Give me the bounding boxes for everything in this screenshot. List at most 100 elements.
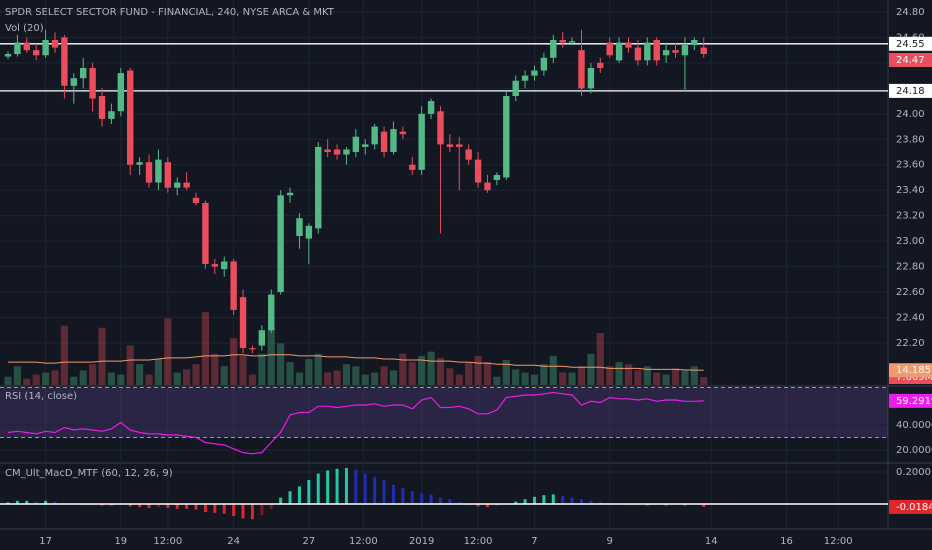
x-tick-label: 2019 xyxy=(409,536,434,547)
candle-body xyxy=(644,42,651,61)
y-tick-label: 23.60 xyxy=(896,160,925,171)
volume-bar xyxy=(474,355,482,385)
volume-bar xyxy=(418,355,426,385)
macd-bar xyxy=(34,501,38,504)
candle-body xyxy=(230,261,237,310)
candle-body xyxy=(155,159,162,183)
volume-bar xyxy=(380,366,388,385)
volume-bar xyxy=(662,374,670,385)
volume-ma-label: 14.185M xyxy=(896,365,932,376)
volume-bar xyxy=(70,376,78,385)
macd-bar xyxy=(288,491,292,504)
macd-bar xyxy=(702,504,706,507)
rsi-band xyxy=(0,387,888,438)
candle-body xyxy=(521,75,529,81)
y-tick-label: 24.80 xyxy=(896,7,925,18)
macd-bar xyxy=(438,497,442,504)
candle-body xyxy=(625,42,632,48)
macd-bar xyxy=(382,480,386,504)
volume-bar xyxy=(136,364,144,385)
volume-bar xyxy=(79,370,87,385)
macd-bar xyxy=(25,500,29,504)
candle-body xyxy=(239,297,247,349)
macd-bar xyxy=(128,504,132,507)
candle-body xyxy=(465,149,472,160)
volume-bar xyxy=(23,378,31,385)
volume-bar xyxy=(549,355,557,385)
volume-bar xyxy=(540,364,548,385)
candle-body xyxy=(174,182,181,188)
macd-bar xyxy=(147,504,151,508)
macd-bar xyxy=(222,504,226,514)
candle-body xyxy=(202,202,209,265)
candle-body xyxy=(380,131,388,153)
macd-bar xyxy=(185,504,189,509)
macd-bar xyxy=(203,504,207,512)
candle-body xyxy=(634,47,642,61)
volume-bar xyxy=(653,372,661,385)
macd-bar xyxy=(6,502,10,504)
y-tick-label: 22.80 xyxy=(896,262,925,273)
candle-body xyxy=(578,50,585,89)
volume-bar xyxy=(295,372,304,385)
candle-body xyxy=(540,57,548,71)
candle-body xyxy=(127,70,134,165)
candle-body xyxy=(587,67,595,89)
candle-body xyxy=(305,225,313,239)
volume-bar xyxy=(164,318,172,385)
macd-bar xyxy=(194,504,198,510)
candle-body xyxy=(559,39,566,43)
macd-bar xyxy=(683,504,687,506)
x-tick-label: 17 xyxy=(39,536,52,547)
volume-bar xyxy=(98,327,106,385)
volume-bar xyxy=(436,357,445,385)
candle-body xyxy=(61,37,68,86)
macd-bar xyxy=(269,504,273,509)
volume-bar xyxy=(230,338,238,385)
volume-bar xyxy=(700,377,708,385)
candle-body xyxy=(681,45,689,56)
candle-body xyxy=(89,67,96,99)
macd-value-label-box xyxy=(889,499,932,514)
volume-bar xyxy=(455,374,463,385)
macd-bar xyxy=(664,504,668,506)
macd-bar xyxy=(551,494,555,504)
volume-bar xyxy=(277,343,285,385)
volume-bar xyxy=(89,364,97,385)
candle-body xyxy=(512,80,519,96)
macd-bar xyxy=(15,500,19,504)
macd-bar xyxy=(213,504,217,513)
y-tick-label: 22.20 xyxy=(896,338,925,349)
macd-bar xyxy=(420,492,424,504)
candle-body xyxy=(221,261,228,270)
volume-bar xyxy=(606,366,614,385)
candle-body xyxy=(80,67,87,79)
macd-tick-label: 0.2000 xyxy=(896,467,931,478)
macd-bar xyxy=(335,468,339,504)
volume-bar xyxy=(286,362,294,385)
macd-bar xyxy=(391,484,395,504)
macd-bar xyxy=(476,504,480,507)
price-line-label: 24.55 xyxy=(896,39,925,50)
candle-body xyxy=(277,195,284,293)
y-tick-label: 22.40 xyxy=(896,313,925,324)
macd-bar xyxy=(570,497,574,504)
candle-body xyxy=(550,39,557,58)
volume-bar xyxy=(615,362,623,385)
candle-body xyxy=(296,218,303,237)
volume-bar xyxy=(521,372,529,385)
candle-body xyxy=(117,73,125,112)
candle-body xyxy=(615,42,623,61)
volume-bar xyxy=(483,362,492,385)
macd-bar xyxy=(580,499,584,504)
volume-bar xyxy=(446,368,454,385)
volume-bar xyxy=(371,372,379,385)
volume-ma-label-box xyxy=(889,363,932,378)
volume-bar xyxy=(32,374,40,385)
macd-bar xyxy=(109,504,113,506)
candle-body xyxy=(211,264,219,267)
candle-body xyxy=(343,149,350,155)
macd-bar xyxy=(645,504,649,506)
candle-body xyxy=(145,162,153,183)
